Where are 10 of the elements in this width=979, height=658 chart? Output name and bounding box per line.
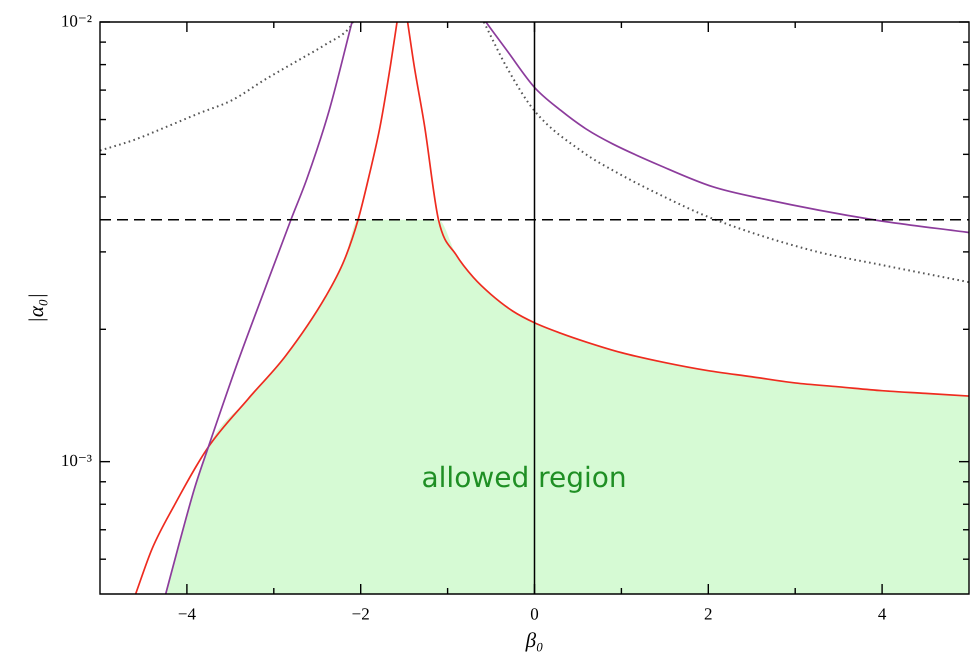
x-tick-label: −4 [178, 604, 196, 624]
x-tick-label: 0 [530, 604, 539, 624]
y-tick-label: 10⁻² [60, 11, 92, 30]
y-axis-title: |α₀| [24, 293, 48, 323]
x-tick-label: 4 [878, 604, 887, 624]
x-axis-title: β₀ [524, 628, 544, 652]
annotation: allowed region [421, 460, 627, 494]
y-tick-label: 10⁻³ [60, 451, 92, 470]
x-tick-label: 2 [704, 604, 713, 624]
x-tick-label: −2 [352, 604, 370, 624]
